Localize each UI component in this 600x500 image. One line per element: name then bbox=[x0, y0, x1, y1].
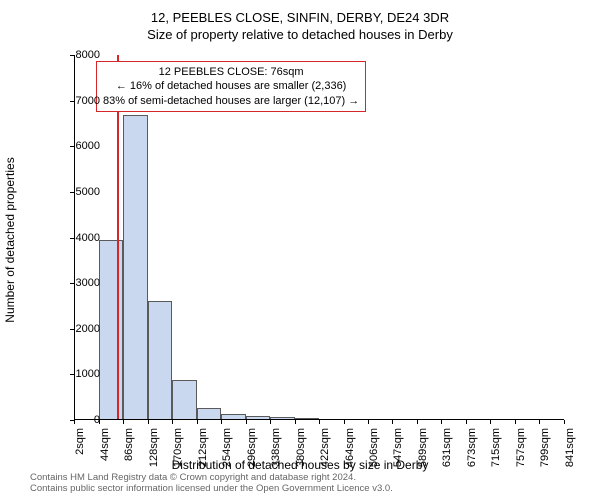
y-tick-label: 3000 bbox=[40, 277, 100, 289]
histogram-bar bbox=[172, 380, 197, 420]
x-tick-label: 254sqm bbox=[221, 428, 233, 488]
x-tick-label: 547sqm bbox=[392, 428, 404, 488]
y-tick-label: 0 bbox=[40, 414, 100, 426]
x-tick-label: 380sqm bbox=[295, 428, 307, 488]
x-tick-label: 44sqm bbox=[99, 428, 111, 488]
x-tick-label: 296sqm bbox=[246, 428, 258, 488]
y-tick-label: 8000 bbox=[40, 49, 100, 61]
histogram-bar bbox=[123, 115, 148, 420]
y-tick-label: 2000 bbox=[40, 323, 100, 335]
x-tick-label: 86sqm bbox=[123, 428, 135, 488]
annotation-box: 12 PEEBLES CLOSE: 76sqm← 16% of detached… bbox=[96, 61, 366, 112]
footer-attribution: Contains HM Land Registry data © Crown c… bbox=[30, 473, 590, 495]
x-tick-label: 673sqm bbox=[466, 428, 478, 488]
x-tick-label: 128sqm bbox=[148, 428, 160, 488]
x-tick-label: 2sqm bbox=[74, 428, 86, 488]
chart-container: 12, PEEBLES CLOSE, SINFIN, DERBY, DE24 3… bbox=[0, 0, 600, 500]
annotation-line1: 12 PEEBLES CLOSE: 76sqm bbox=[103, 65, 359, 79]
x-tick-label: 212sqm bbox=[197, 428, 209, 488]
y-tick-label: 5000 bbox=[40, 186, 100, 198]
x-tick-label: 422sqm bbox=[319, 428, 331, 488]
x-tick-label: 841sqm bbox=[564, 428, 576, 488]
y-tick-label: 4000 bbox=[40, 232, 100, 244]
x-tick-label: 170sqm bbox=[172, 428, 184, 488]
histogram-bar bbox=[99, 240, 124, 420]
chart-title-line2: Size of property relative to detached ho… bbox=[0, 25, 600, 42]
chart-plot-area: 12 PEEBLES CLOSE: 76sqm← 16% of detached… bbox=[74, 55, 564, 420]
y-axis-label: Number of detached properties bbox=[3, 157, 17, 322]
chart-title-line1: 12, PEEBLES CLOSE, SINFIN, DERBY, DE24 3… bbox=[0, 0, 600, 25]
histogram-bar bbox=[148, 301, 173, 420]
x-tick-label: 757sqm bbox=[515, 428, 527, 488]
y-tick-label: 6000 bbox=[40, 140, 100, 152]
y-tick-label: 1000 bbox=[40, 368, 100, 380]
x-tick-label: 338sqm bbox=[270, 428, 282, 488]
y-tick-label: 7000 bbox=[40, 95, 100, 107]
x-tick-label: 631sqm bbox=[441, 428, 453, 488]
x-tick-label: 506sqm bbox=[368, 428, 380, 488]
x-tick-label: 589sqm bbox=[417, 428, 429, 488]
annotation-line3: 83% of semi-detached houses are larger (… bbox=[103, 94, 359, 108]
x-tick-label: 464sqm bbox=[344, 428, 356, 488]
x-tick-label: 715sqm bbox=[490, 428, 502, 488]
annotation-line2: ← 16% of detached houses are smaller (2,… bbox=[103, 79, 359, 93]
x-tick-label: 799sqm bbox=[539, 428, 551, 488]
footer-line2: Contains public sector information licen… bbox=[30, 484, 590, 495]
